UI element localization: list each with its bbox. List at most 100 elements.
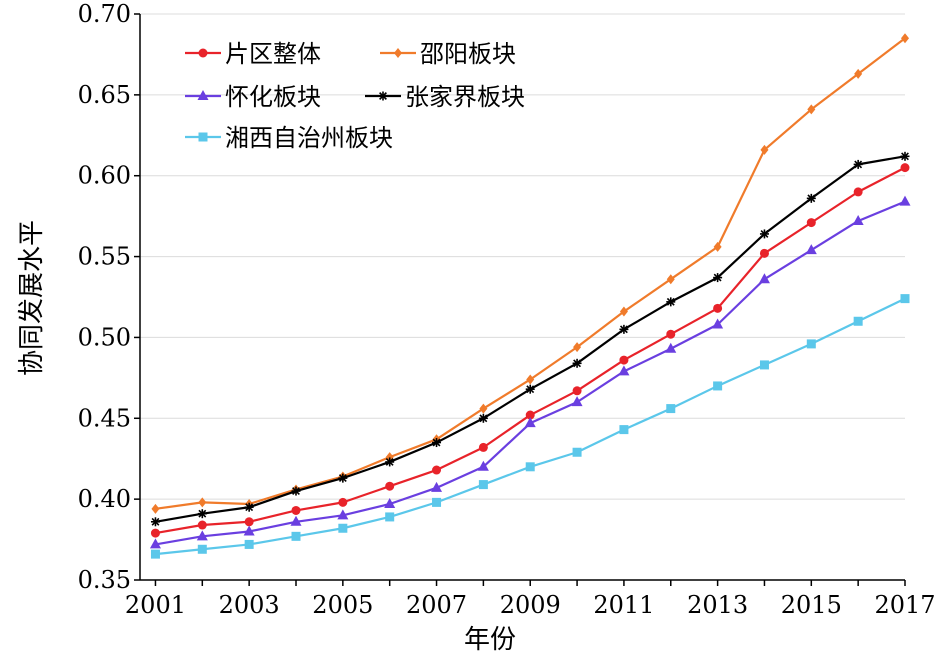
- legend-item: 邵阳板块: [380, 40, 516, 68]
- data-point: [525, 462, 535, 472]
- data-point: [243, 525, 255, 536]
- data-point: [524, 417, 536, 428]
- data-point: [713, 303, 723, 313]
- x-tick-label: 2001: [125, 591, 186, 619]
- data-point: [338, 497, 348, 507]
- data-point: [572, 386, 582, 396]
- x-tick-label: 2005: [312, 591, 373, 619]
- data-point: [150, 549, 160, 559]
- data-point: [197, 509, 207, 519]
- series-3: [149, 195, 911, 549]
- series-line: [155, 200, 906, 546]
- legend-item: 片区整体: [185, 40, 321, 68]
- legend-marker: [198, 48, 208, 58]
- data-point: [758, 273, 770, 284]
- x-tick-label: 2009: [500, 591, 561, 619]
- data-point: [759, 229, 769, 239]
- data-point: [385, 481, 395, 491]
- data-point: [525, 384, 535, 394]
- data-point: [244, 539, 254, 549]
- data-point: [432, 438, 442, 448]
- legend-label: 邵阳板块: [420, 40, 516, 68]
- data-point: [290, 515, 302, 526]
- data-point: [385, 457, 395, 467]
- data-point: [806, 218, 816, 228]
- data-point: [573, 342, 582, 353]
- data-point: [713, 273, 723, 283]
- data-point: [149, 538, 161, 549]
- data-point: [431, 481, 443, 492]
- data-point: [899, 195, 911, 206]
- legend-item: 张家界板块: [365, 83, 525, 111]
- data-point: [572, 358, 582, 368]
- data-point: [854, 68, 863, 79]
- data-point: [665, 342, 677, 353]
- legend-label: 怀化板块: [225, 83, 321, 111]
- data-point: [432, 497, 442, 507]
- data-point: [900, 151, 910, 161]
- data-point: [244, 502, 254, 512]
- data-point: [759, 248, 769, 258]
- legend-label: 张家界板块: [405, 83, 525, 111]
- series-1: [150, 163, 910, 538]
- data-point: [852, 214, 864, 225]
- data-point: [853, 316, 863, 326]
- data-point: [853, 159, 863, 169]
- data-point: [712, 318, 724, 329]
- x-tick-label: 2013: [687, 591, 748, 619]
- data-point: [198, 497, 207, 508]
- data-point: [384, 497, 396, 508]
- data-point: [572, 447, 582, 457]
- data-point: [150, 517, 160, 527]
- x-tick-label: 2011: [593, 591, 654, 619]
- data-point: [666, 329, 676, 339]
- data-point: [619, 306, 628, 317]
- data-point: [759, 360, 769, 370]
- y-tick-label: 0.60: [78, 162, 131, 190]
- data-point: [291, 531, 301, 541]
- data-point: [807, 104, 816, 115]
- data-point: [432, 465, 442, 475]
- data-point: [291, 486, 301, 496]
- data-point: [618, 365, 630, 376]
- legend-item: 怀化板块: [185, 83, 321, 111]
- x-axis-title: 年份: [464, 625, 516, 654]
- data-point: [150, 528, 160, 538]
- x-tick-label: 2015: [781, 591, 842, 619]
- data-point: [901, 33, 909, 44]
- data-point: [338, 523, 348, 533]
- data-point: [619, 425, 629, 435]
- y-axis-title: 协同发展水平: [17, 220, 47, 376]
- data-point: [900, 294, 910, 304]
- data-point: [479, 403, 488, 414]
- x-tick-label: 2017: [874, 591, 935, 619]
- y-tick-label: 0.50: [78, 323, 131, 351]
- data-point: [478, 480, 488, 490]
- legend-item: 湘西自治州板块: [185, 124, 393, 152]
- data-point: [291, 505, 301, 515]
- x-tick-label: 2003: [219, 591, 280, 619]
- y-tick-label: 0.70: [78, 0, 131, 28]
- data-point: [713, 241, 722, 252]
- data-point: [666, 274, 675, 285]
- series-line: [155, 166, 906, 535]
- data-point: [477, 460, 489, 471]
- data-point: [338, 473, 348, 483]
- y-tick-label: 0.35: [78, 566, 131, 594]
- data-point: [713, 381, 723, 391]
- data-point: [526, 374, 535, 385]
- data-point: [197, 544, 207, 554]
- data-point: [197, 520, 207, 530]
- data-point: [478, 413, 488, 423]
- data-point: [806, 193, 816, 203]
- data-point: [525, 410, 535, 420]
- legend-marker: [197, 90, 209, 100]
- legend-marker: [198, 132, 208, 142]
- y-tick-label: 0.55: [78, 243, 131, 271]
- data-point: [244, 517, 254, 527]
- data-point: [853, 187, 863, 197]
- data-point: [151, 503, 160, 514]
- data-point: [666, 297, 676, 307]
